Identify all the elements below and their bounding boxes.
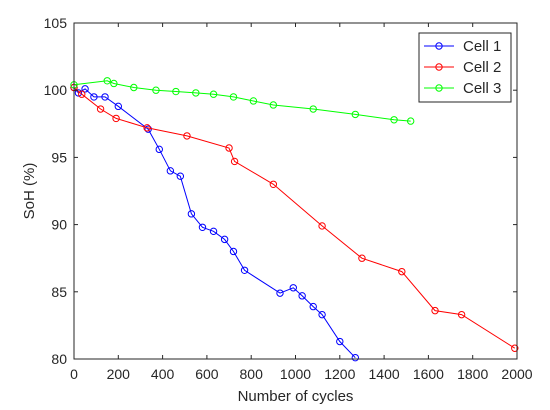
plot-marks	[70, 77, 519, 362]
series-line	[73, 87, 516, 349]
data-point	[130, 83, 138, 92]
data-point	[90, 93, 98, 101]
data-point	[336, 337, 344, 346]
data-point	[103, 77, 111, 85]
x-tick-label: 1800	[457, 366, 488, 382]
legend-label: Cell 1	[463, 38, 501, 55]
data-point	[78, 90, 86, 98]
x-tick-label: 1000	[280, 366, 311, 382]
data-point	[209, 90, 218, 98]
data-point	[406, 117, 415, 125]
data-point	[249, 97, 258, 105]
data-point	[276, 289, 284, 297]
data-point	[176, 172, 185, 180]
data-point	[398, 267, 406, 276]
data-point	[166, 167, 175, 175]
x-tick-label: 800	[240, 366, 264, 382]
data-point	[309, 302, 317, 311]
data-point	[112, 114, 120, 123]
series-line	[73, 87, 356, 359]
x-tick-label: 1200	[324, 366, 355, 382]
legend-label: Cell 3	[463, 80, 501, 97]
x-tick-label: 0	[70, 366, 78, 382]
data-point	[318, 310, 326, 319]
data-point	[229, 93, 238, 101]
x-tick-label: 1600	[413, 366, 444, 382]
data-point	[81, 85, 89, 93]
data-point	[198, 223, 207, 231]
y-axis: 80 85 90 95 100 105	[44, 15, 517, 367]
y-tick-label: 105	[44, 15, 68, 31]
data-point	[229, 247, 238, 256]
legend: Cell 1 Cell 2 Cell 3	[418, 32, 512, 103]
y-tick-label: 90	[51, 217, 67, 233]
data-point	[351, 353, 360, 362]
y-tick-label: 85	[51, 284, 67, 300]
y-tick-label: 100	[44, 82, 68, 98]
data-point	[192, 89, 200, 97]
data-point	[152, 86, 160, 94]
x-axis-label: Number of cycles	[238, 388, 354, 405]
data-point	[155, 145, 163, 154]
data-point	[96, 105, 105, 113]
data-point	[318, 222, 326, 230]
legend-marker	[435, 63, 443, 71]
legend-marker	[435, 42, 443, 50]
x-tick-label: 200	[107, 366, 131, 382]
data-point	[358, 254, 366, 262]
x-tick-label: 400	[151, 366, 175, 382]
data-point	[143, 124, 151, 132]
data-point	[220, 235, 229, 244]
data-point	[298, 292, 306, 300]
data-point	[183, 132, 191, 140]
data-point	[457, 310, 466, 319]
data-point	[269, 180, 278, 188]
data-point	[351, 110, 360, 119]
y-tick-label: 80	[51, 351, 67, 367]
data-point	[114, 102, 123, 111]
data-point	[431, 306, 439, 315]
data-point	[172, 87, 180, 96]
data-point	[110, 79, 118, 88]
data-point	[269, 101, 278, 109]
legend-marker	[435, 84, 443, 92]
data-point	[309, 105, 317, 113]
x-tick-label: 2000	[501, 366, 532, 382]
x-tick-label: 1400	[369, 366, 400, 382]
data-point	[230, 157, 239, 166]
x-tick-label: 600	[195, 366, 219, 382]
x-axis: 0 200 400 600 800 1000 1200 1400 1600 1800 2000	[70, 23, 533, 382]
data-point	[187, 210, 196, 218]
data-point	[240, 266, 249, 274]
series-line	[73, 80, 411, 122]
data-point	[209, 227, 218, 236]
data-point	[74, 89, 83, 97]
data-point	[289, 284, 297, 292]
data-point	[511, 344, 519, 352]
data-point	[390, 116, 398, 124]
data-point	[101, 93, 109, 101]
y-axis-label: SoH (%)	[21, 163, 38, 220]
y-tick-label: 95	[51, 149, 67, 165]
data-point	[225, 144, 233, 152]
legend-label: Cell 2	[463, 59, 501, 76]
